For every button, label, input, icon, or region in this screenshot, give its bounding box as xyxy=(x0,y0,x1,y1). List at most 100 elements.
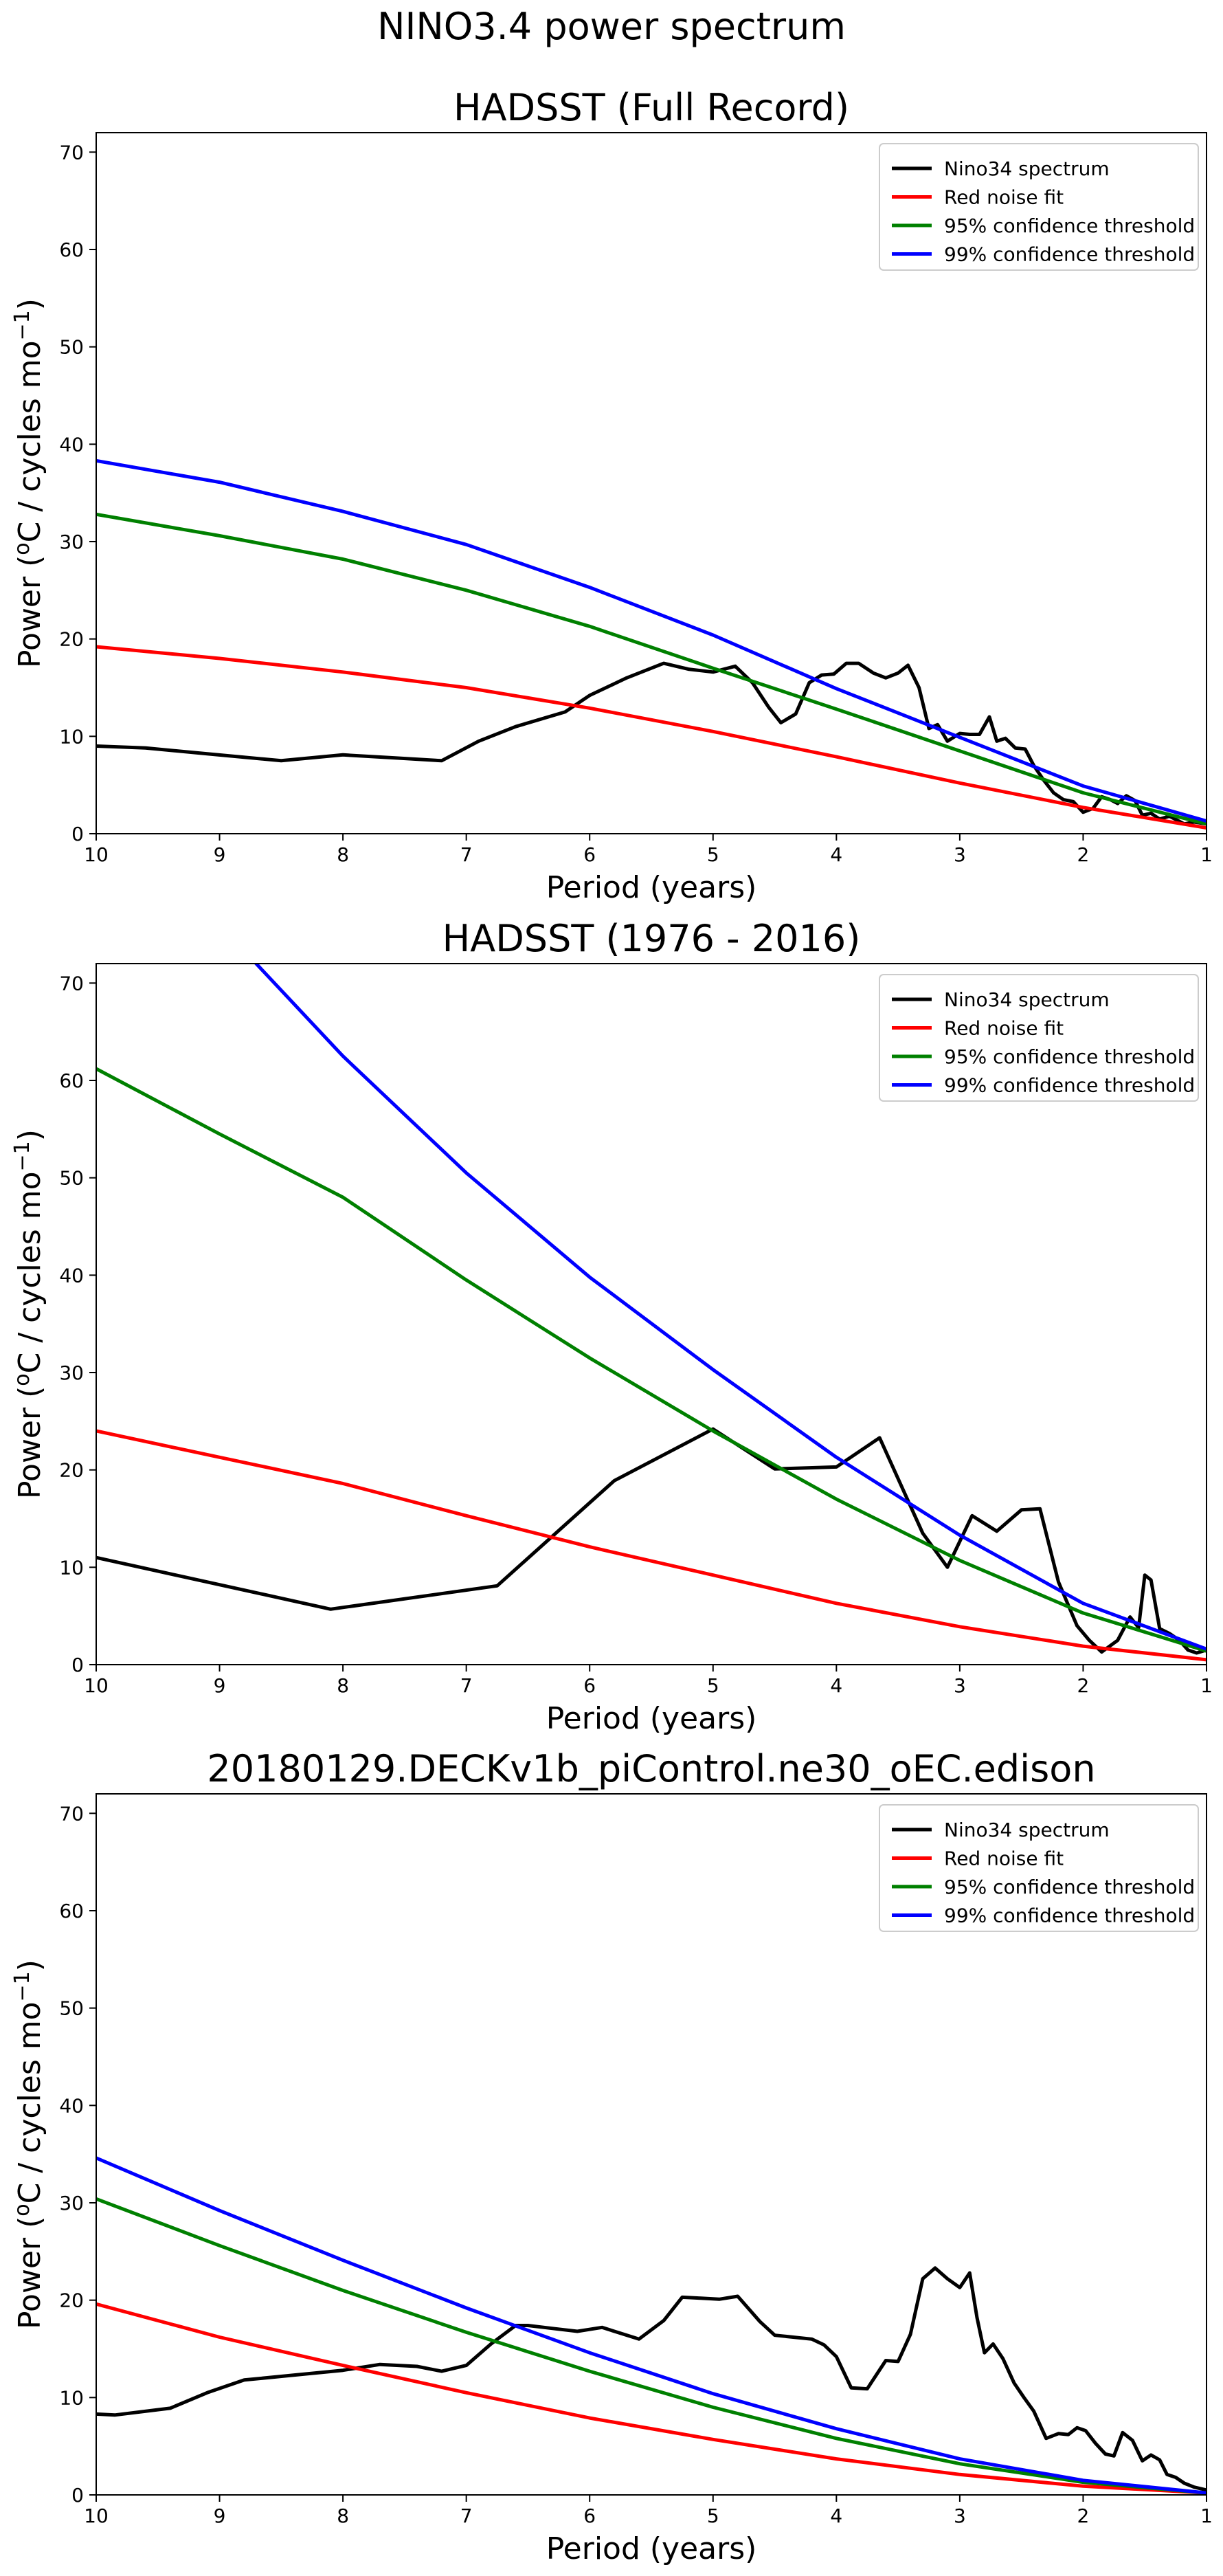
plot-frame xyxy=(96,963,1207,1665)
legend-box xyxy=(879,974,1199,1102)
x-tick-label: 2 xyxy=(1077,843,1090,866)
plot-frame xyxy=(96,1793,1207,2496)
x-tick-label: 4 xyxy=(830,843,842,866)
x-tick-label: 5 xyxy=(707,843,719,866)
legend-label: 99% confidence threshold xyxy=(944,1074,1195,1097)
y-tick-label: 60 xyxy=(59,238,84,261)
y-tick-label: 60 xyxy=(59,1900,84,1922)
y-tick-label: 30 xyxy=(59,1362,84,1384)
y-tick-label: 20 xyxy=(59,2289,84,2312)
x-tick-label: 10 xyxy=(84,1674,109,1697)
legend: Nino34 spectrum Red noise fit 95% confiden… xyxy=(879,143,1199,271)
x-tick-label: 1 xyxy=(1200,1674,1213,1697)
legend: Nino34 spectrum Red noise fit 95% confiden… xyxy=(879,974,1199,1102)
x-tick-label: 3 xyxy=(954,2505,966,2527)
y-axis-label: Power (oC / cycles mo−1) xyxy=(10,1129,47,1499)
x-tick-label: 3 xyxy=(954,1674,966,1697)
legend-label: 99% confidence threshold xyxy=(944,243,1195,266)
y-tick-label: 50 xyxy=(59,1167,84,1190)
y-tick-label: 40 xyxy=(59,2094,84,2117)
series-line-95-confidence-threshold xyxy=(96,512,1207,826)
legend-label: Nino34 spectrum xyxy=(944,1819,1110,1841)
chart-panel-1: HADSST (Full Record)10 9 8 7 6 5 4 3 2 1010203040… xyxy=(10,86,1213,905)
x-axis-label: Period (years) xyxy=(546,870,757,905)
x-tick-label: 1 xyxy=(1200,2505,1213,2527)
x-tick-label: 4 xyxy=(830,2505,842,2527)
y-tick-label: 50 xyxy=(59,336,84,359)
series-line-95-confidence-threshold xyxy=(96,2197,1207,2495)
y-tick-label: 10 xyxy=(59,725,84,748)
legend-label: Nino34 spectrum xyxy=(944,157,1110,180)
legend-label: 95% confidence threshold xyxy=(944,1876,1195,1898)
y-tick-label: 30 xyxy=(59,531,84,553)
x-tick-label: 2 xyxy=(1077,1674,1090,1697)
x-tick-label: 5 xyxy=(707,1674,719,1697)
x-tick-label: 7 xyxy=(460,843,473,866)
chart-title: 20180129.DECKv1b_piControl.ne30_oEC.edis… xyxy=(207,1747,1095,1790)
chart-panel-2: HADSST (1976 - 2016)10 9 8 7 6 5 4 3 2 1010203040… xyxy=(10,917,1213,1736)
series-line-nino34-spectrum xyxy=(96,2266,1207,2492)
x-tick-label: 3 xyxy=(954,843,966,866)
y-tick-label: 40 xyxy=(59,1264,84,1287)
y-tick-label: 0 xyxy=(71,823,84,845)
y-tick-label: 40 xyxy=(59,433,84,456)
series-line-99-confidence-threshold xyxy=(96,458,1207,823)
x-tick-label: 10 xyxy=(84,2505,109,2527)
x-tick-label: 8 xyxy=(337,843,349,866)
legend-label: 95% confidence threshold xyxy=(944,1045,1195,1068)
x-tick-label: 2 xyxy=(1077,2505,1090,2527)
chart-panel-3: 20180129.DECKv1b_piControl.ne30_oEC.edis… xyxy=(10,1747,1213,2566)
y-tick-label: 0 xyxy=(71,1654,84,1676)
legend-label: 95% confidence threshold xyxy=(944,214,1195,237)
y-tick-label: 0 xyxy=(71,2484,84,2507)
legend-label: 99% confidence threshold xyxy=(944,1905,1195,1927)
series-line-nino34-spectrum xyxy=(96,661,1207,826)
legend-box xyxy=(879,1804,1199,1932)
y-tick-label: 20 xyxy=(59,1459,84,1482)
x-tick-label: 10 xyxy=(84,843,109,866)
legend-label: Red noise fit xyxy=(944,1847,1064,1870)
y-tick-label: 70 xyxy=(59,972,84,995)
y-tick-label: 10 xyxy=(59,2386,84,2409)
x-tick-label: 9 xyxy=(214,1674,226,1697)
x-tick-label: 7 xyxy=(460,2505,473,2527)
y-axis-label: Power (oC / cycles mo−1) xyxy=(10,298,47,668)
legend-label: Red noise fit xyxy=(944,186,1064,209)
series-line-95-confidence-threshold xyxy=(96,1067,1207,1653)
x-tick-label: 6 xyxy=(583,843,596,866)
x-tick-label: 9 xyxy=(214,2505,226,2527)
figure-suptitle: NINO3.4 power spectrum xyxy=(377,5,846,48)
y-tick-label: 50 xyxy=(59,1997,84,2020)
series-line-red-noise-fit xyxy=(96,2302,1207,2495)
series-line-red-noise-fit xyxy=(96,1429,1207,1662)
legend-box xyxy=(879,143,1199,271)
legend: Nino34 spectrum Red noise fit 95% confiden… xyxy=(879,1804,1199,1932)
y-tick-label: 20 xyxy=(59,628,84,651)
plot-frame xyxy=(96,132,1207,834)
y-tick-label: 70 xyxy=(59,1802,84,1825)
series-line-99-confidence-threshold xyxy=(254,964,1207,1651)
y-tick-label: 70 xyxy=(59,141,84,164)
y-tick-label: 10 xyxy=(59,1556,84,1579)
x-tick-label: 6 xyxy=(583,1674,596,1697)
x-tick-label: 8 xyxy=(337,1674,349,1697)
x-tick-label: 6 xyxy=(583,2505,596,2527)
y-tick-label: 30 xyxy=(59,2192,84,2214)
x-tick-label: 5 xyxy=(707,2505,719,2527)
x-tick-label: 8 xyxy=(337,2505,349,2527)
x-axis-label: Period (years) xyxy=(546,1701,757,1736)
series-line-red-noise-fit xyxy=(96,645,1207,830)
x-axis-label: Period (years) xyxy=(546,2531,757,2566)
legend-label: Red noise fit xyxy=(944,1017,1064,1040)
x-tick-label: 4 xyxy=(830,1674,842,1697)
y-axis-label: Power (oC / cycles mo−1) xyxy=(10,1959,47,2329)
chart-title: HADSST (Full Record) xyxy=(453,86,849,129)
chart-title: HADSST (1976 - 2016) xyxy=(442,917,861,960)
x-tick-label: 9 xyxy=(214,843,226,866)
series-line-99-confidence-threshold xyxy=(96,2156,1207,2495)
x-tick-label: 1 xyxy=(1200,843,1213,866)
y-tick-label: 60 xyxy=(59,1069,84,1092)
legend-label: Nino34 spectrum xyxy=(944,988,1110,1011)
x-tick-label: 7 xyxy=(460,1674,473,1697)
